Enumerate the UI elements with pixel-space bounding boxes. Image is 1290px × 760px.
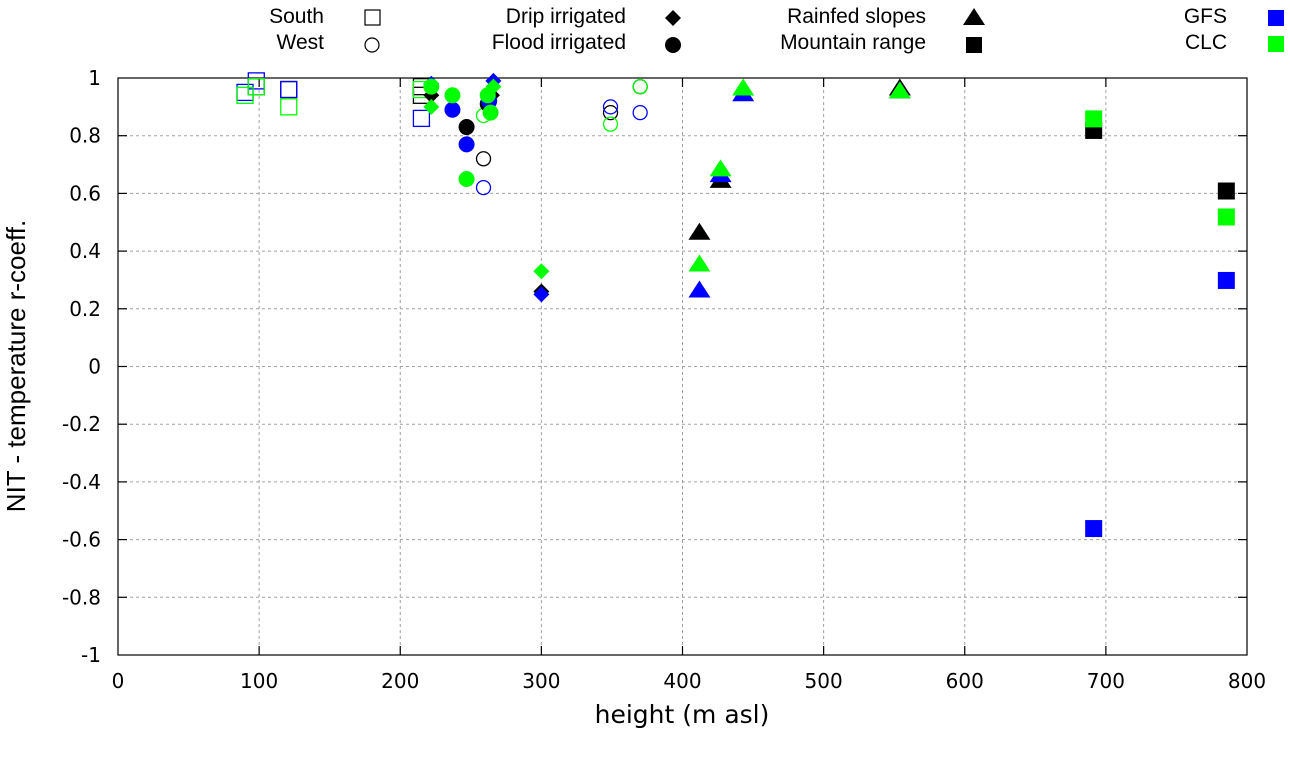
point-open-square (280, 98, 298, 116)
point-open-square (280, 80, 298, 99)
legend-label-drip-irrigated: Drip irrigated (506, 5, 626, 28)
point-filled-circle (444, 87, 461, 104)
point-filled-square (1217, 271, 1235, 289)
legend-entry-drip-irrigated: Drip irrigated (506, 5, 681, 28)
point-filled-circle (458, 170, 475, 187)
y-tick-label: -0.8 (62, 585, 101, 609)
legend-entry-mountain-range: Mountain range (780, 31, 982, 54)
legend-filled-circle-icon (665, 37, 681, 53)
x-tick-label: 700 (1087, 669, 1125, 693)
legend-clc-swatch-icon (1268, 36, 1284, 52)
x-tick-label: 800 (1228, 669, 1266, 693)
legend-entry-west: West (277, 31, 380, 54)
grid (118, 78, 1247, 655)
legend-entry-rainfed-slopes: Rainfed slopes (787, 5, 985, 28)
point-open-square (247, 72, 265, 90)
point-open-circle (632, 79, 648, 95)
point-open-square (236, 86, 254, 104)
x-axis-title: height (m asl) (595, 700, 770, 729)
legend-entry-clc: CLC (1185, 31, 1284, 54)
legend-entry-gfs: GFS (1184, 5, 1284, 28)
x-tick-label: 500 (805, 669, 843, 693)
point-diamond (533, 286, 550, 303)
legend-open-square-icon (364, 9, 381, 26)
y-tick-label: -0.6 (62, 528, 101, 552)
point-open-square (247, 78, 265, 96)
point-filled-circle (458, 119, 475, 136)
point-filled-square (1217, 182, 1235, 200)
point-open-circle (602, 104, 619, 121)
x-tick-label: 200 (381, 669, 419, 693)
point-open-circle (632, 104, 648, 121)
legend-entry-flood-irrigated: Flood irrigated (492, 31, 681, 54)
y-tick-label: 1 (88, 66, 101, 90)
point-open-circle (475, 179, 492, 196)
x-tick-label: 600 (946, 669, 984, 693)
point-open-square (412, 109, 431, 128)
point-filled-circle (479, 87, 496, 104)
legend-entry-south: South (269, 5, 381, 28)
legend-triangle-icon (963, 8, 985, 25)
point-triangle (688, 222, 711, 240)
y-tick-label: -0.4 (62, 470, 101, 494)
legend-diamond-icon (665, 10, 681, 26)
legend-gfs-swatch-icon (1268, 10, 1284, 26)
point-filled-circle (444, 101, 461, 118)
data-points (236, 72, 1235, 538)
point-triangle (688, 254, 711, 272)
point-triangle (709, 159, 732, 177)
x-tick-label: 400 (663, 669, 701, 693)
y-axis-title: NIT - temperature r-coeff. (1, 220, 31, 512)
legend-label-west: West (277, 31, 325, 54)
axis-ticks (118, 78, 1247, 655)
x-tick-label: 300 (522, 669, 560, 693)
legend-label-gfs: GFS (1184, 5, 1227, 28)
y-tick-label: 0.6 (69, 181, 101, 205)
point-diamond (533, 263, 550, 280)
point-filled-square (1085, 520, 1103, 538)
y-tick-label: -0.2 (62, 412, 101, 436)
point-filled-circle (482, 104, 499, 121)
point-filled-circle (458, 136, 475, 153)
point-triangle (732, 78, 755, 96)
x-tick-labels: 0 100 200 300 400 500 600 700 800 (112, 669, 1266, 693)
y-tick-label: 0.8 (69, 124, 101, 148)
point-open-square (280, 80, 298, 99)
legend: South West Drip irrigated Flood irrigate… (269, 5, 1284, 54)
y-tick-label: 0 (88, 355, 101, 379)
point-triangle (688, 280, 711, 298)
point-open-circle (475, 151, 492, 167)
y-tick-labels: 1 0.8 0.6 0.4 0.2 0 -0.2 -0.4 -0.6 -0.8 -1 (62, 66, 101, 667)
point-open-circle (602, 99, 619, 115)
point-filled-square (1217, 208, 1235, 226)
point-triangle (888, 81, 911, 99)
legend-label-mountain-range: Mountain range (780, 31, 926, 54)
point-filled-circle (423, 78, 440, 95)
point-diamond (423, 98, 440, 115)
legend-label-clc: CLC (1185, 31, 1227, 54)
x-tick-label: 100 (240, 669, 278, 693)
point-filled-square (1085, 110, 1103, 128)
x-tick-label: 0 (112, 669, 125, 693)
y-tick-label: 0.2 (69, 297, 101, 321)
y-tick-label: -1 (81, 643, 101, 667)
legend-label-rainfed-slopes: Rainfed slopes (787, 5, 926, 28)
legend-label-flood-irrigated: Flood irrigated (492, 31, 626, 54)
legend-label-south: South (269, 5, 324, 28)
y-tick-label: 0.4 (69, 239, 101, 263)
legend-open-circle-icon (364, 37, 380, 53)
point-open-circle (602, 116, 619, 132)
point-open-square (247, 78, 265, 96)
legend-filled-square-icon (966, 37, 982, 53)
